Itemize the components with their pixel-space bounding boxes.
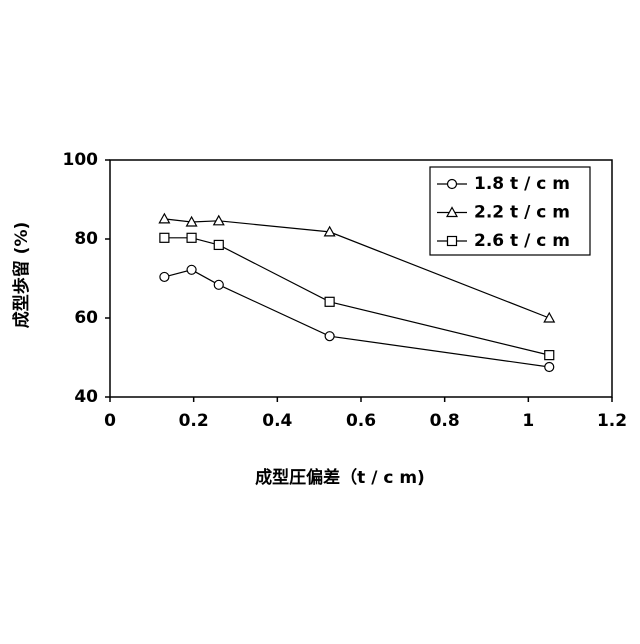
marker: [187, 265, 196, 274]
x-tick-label: 0.8: [430, 411, 460, 431]
y-axis-title: 成型歩留 (%): [11, 222, 32, 329]
legend-label: 2.2 t / c m: [474, 203, 570, 223]
x-tick-label: 1.2: [597, 411, 627, 431]
x-axis-title: 成型圧偏差（t / c m): [255, 467, 425, 488]
marker: [545, 351, 554, 360]
marker: [214, 240, 223, 249]
marker: [325, 332, 334, 341]
x-tick-label: 0: [104, 411, 116, 431]
chart: 成型歩留 (%) 成型圧偏差（t / c m) 40 60 80 100 0 0.2 0.4…: [0, 0, 640, 640]
marker: [545, 362, 554, 371]
x-tick-label: 0.6: [346, 411, 376, 431]
x-tick-label: 0.2: [179, 411, 209, 431]
marker: [214, 216, 224, 225]
legend-label: 1.8 t / c m: [474, 174, 570, 194]
y-tick-label: 80: [74, 229, 98, 249]
legend-marker: [448, 237, 457, 246]
marker: [160, 233, 169, 242]
legend-label: 2.6 t / c m: [474, 231, 570, 251]
marker: [159, 214, 169, 223]
marker: [214, 280, 223, 289]
y-tick-label: 100: [63, 150, 99, 170]
y-tick-label: 60: [74, 308, 98, 328]
marker: [325, 297, 334, 306]
x-tick-label: 1: [522, 411, 534, 431]
y-tick-label: 40: [74, 387, 98, 407]
marker: [544, 313, 554, 322]
legend-marker: [448, 180, 457, 189]
marker: [160, 272, 169, 281]
x-tick-label: 0.4: [262, 411, 292, 431]
marker: [187, 233, 196, 242]
